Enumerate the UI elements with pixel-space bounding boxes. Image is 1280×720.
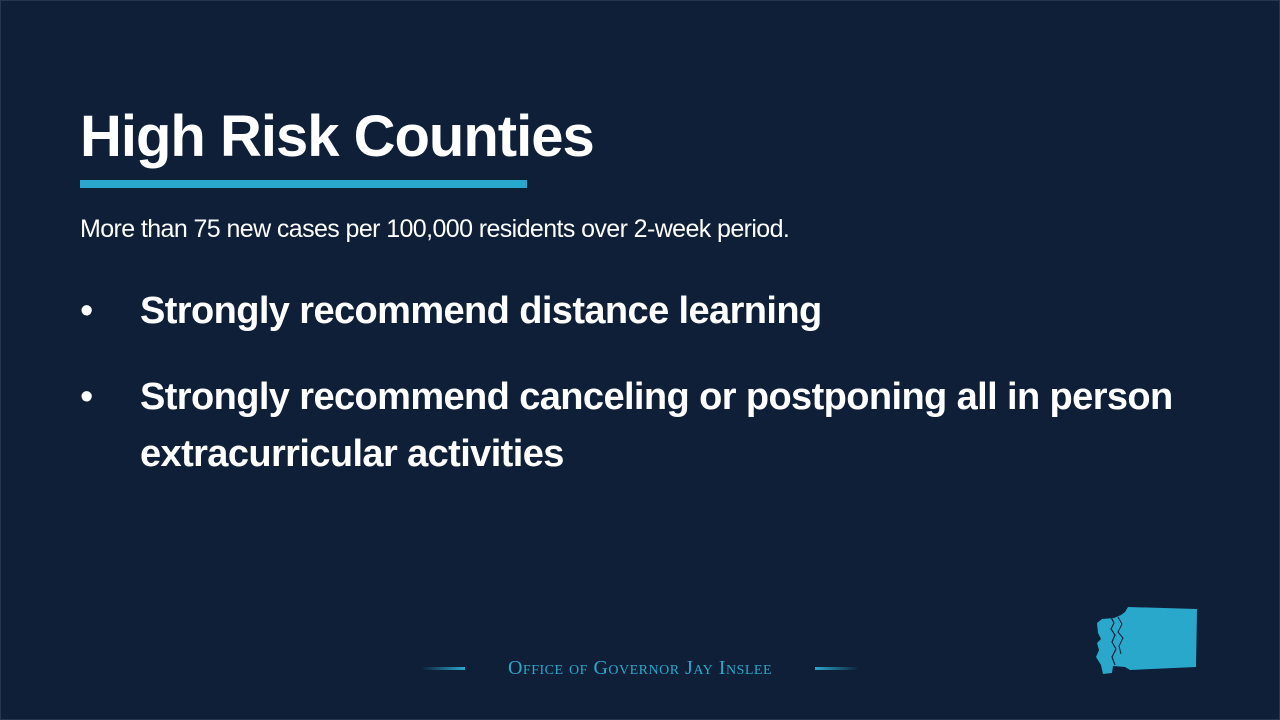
office-label: Office of Governor Jay Inslee — [507, 656, 772, 679]
bullet-list: • Strongly recommend distance learning •… — [80, 283, 1230, 512]
title-underline — [80, 180, 527, 188]
bullet-item: • Strongly recommend canceling or postpo… — [80, 369, 1230, 483]
bullet-item: • Strongly recommend distance learning — [80, 283, 1230, 340]
footer-left-rule — [421, 666, 465, 670]
washington-state-icon — [1096, 607, 1197, 674]
footer-right-rule — [814, 666, 859, 670]
bullet-text: Strongly recommend distance learning — [140, 290, 822, 332]
bullet-text: Strongly recommend canceling or postponi… — [140, 376, 1173, 475]
bullet-marker: • — [80, 290, 93, 332]
bullet-marker: • — [80, 376, 93, 418]
slide-title: High Risk Counties — [80, 104, 595, 169]
footer-brand: Office of Governor Jay Inslee — [421, 654, 859, 682]
slide-subtitle: More than 75 new cases per 100,000 resid… — [80, 215, 790, 243]
